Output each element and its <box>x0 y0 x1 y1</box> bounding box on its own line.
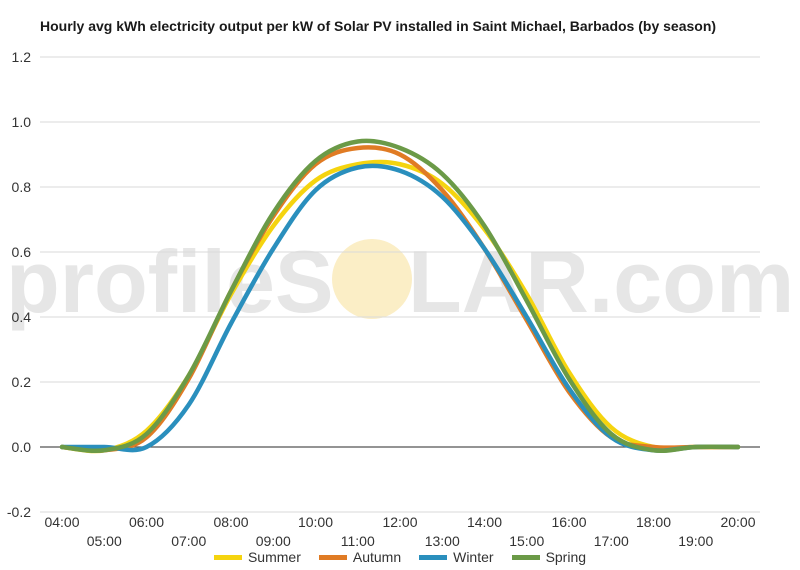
x-tick-label: 10:00 <box>298 514 333 530</box>
chart-title: Hourly avg kWh electricity output per kW… <box>40 18 717 34</box>
y-tick-label: 0.6 <box>12 244 32 260</box>
x-tick-label: 17:00 <box>594 533 629 549</box>
x-tick-label: 15:00 <box>509 533 544 549</box>
legend-item-winter: Winter <box>419 549 494 565</box>
legend-item-spring: Spring <box>511 549 587 565</box>
x-tick-label: 08:00 <box>213 514 248 530</box>
legend-swatch <box>318 554 347 560</box>
series-line-spring <box>59 138 741 454</box>
legend-swatch <box>213 554 242 560</box>
x-tick-label: 07:00 <box>171 533 206 549</box>
legend-label: Autumn <box>352 549 402 565</box>
legend-label: Winter <box>453 549 494 565</box>
y-tick-label: 0.2 <box>12 374 32 390</box>
watermark-text-right: LAR.com <box>408 232 794 331</box>
x-tick-label: 18:00 <box>636 514 671 530</box>
legend-swatch <box>511 554 540 560</box>
x-tick-label: 13:00 <box>425 533 460 549</box>
y-tick-label: 1.0 <box>12 114 32 130</box>
watermark-sun-icon <box>332 239 412 319</box>
y-tick-label: 0.0 <box>12 439 32 455</box>
x-tick-label: 09:00 <box>256 533 291 549</box>
legend-label: Spring <box>545 549 587 565</box>
x-tick-label: 20:00 <box>720 514 755 530</box>
legend-item-autumn: Autumn <box>318 549 402 565</box>
y-tick-label: 0.4 <box>12 309 32 325</box>
watermark-text-left: profileS <box>6 232 334 331</box>
x-tick-label: 19:00 <box>678 533 713 549</box>
x-tick-label: 12:00 <box>382 514 417 530</box>
x-tick-label: 04:00 <box>44 514 79 530</box>
chart-legend: Summer Autumn Winter Spring <box>0 549 800 565</box>
x-tick-label: 06:00 <box>129 514 164 530</box>
y-tick-label: -0.2 <box>7 504 31 520</box>
y-tick-label: 0.8 <box>12 179 32 195</box>
series-line-winter <box>59 163 741 453</box>
legend-label: Summer <box>247 549 301 565</box>
x-tick-label: 11:00 <box>341 533 375 549</box>
legend-item-summer: Summer <box>213 549 301 565</box>
x-tick-label: 14:00 <box>467 514 502 530</box>
x-tick-label: 05:00 <box>87 533 122 549</box>
legend-swatch <box>419 554 448 560</box>
y-tick-label: 1.2 <box>12 49 32 65</box>
x-tick-label: 16:00 <box>551 514 586 530</box>
